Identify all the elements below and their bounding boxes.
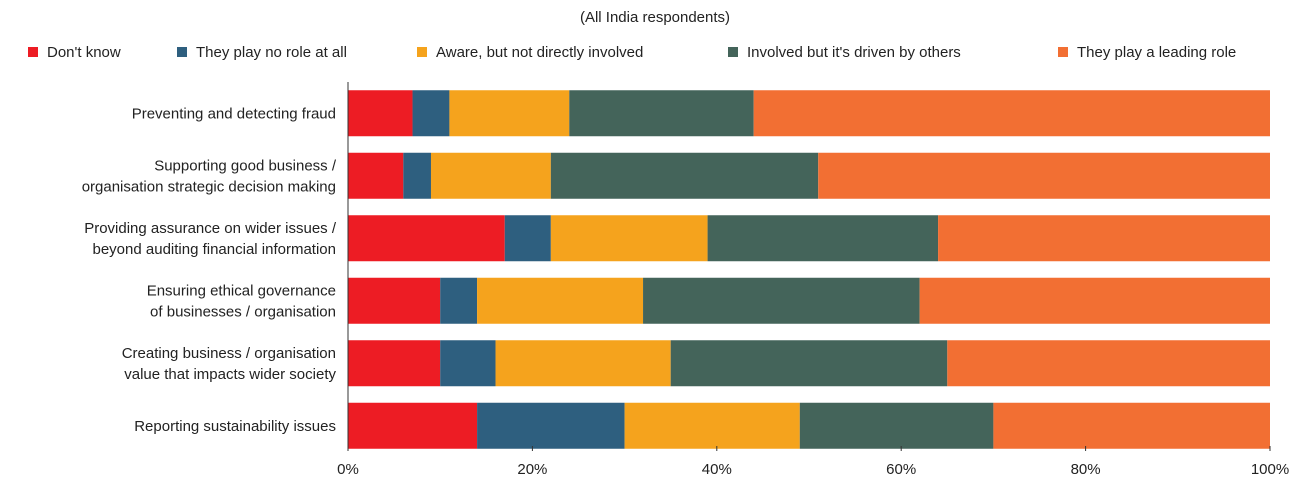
category-label: beyond auditing financial information xyxy=(93,241,337,258)
x-tick-label: 80% xyxy=(1071,461,1101,478)
bar-segment xyxy=(938,215,1270,262)
legend-label-3: Involved but it's driven by others xyxy=(747,44,961,61)
legend: Don't know They play no role at all Aware,… xyxy=(28,44,1236,61)
category-label: organisation strategic decision making xyxy=(82,178,336,195)
bar-segment xyxy=(643,277,920,324)
bar-segment xyxy=(477,277,644,324)
bar-segment xyxy=(993,402,1270,449)
bars xyxy=(348,90,1270,449)
category-label: Creating business / organisation xyxy=(122,345,336,362)
category-labels: Preventing and detecting fraud Supporting… xyxy=(82,105,337,435)
category-label: value that impacts wider society xyxy=(124,366,336,383)
category-label: Providing assurance on wider issues / xyxy=(84,220,337,237)
bar-segment xyxy=(348,215,505,262)
bar-segment xyxy=(818,152,1270,199)
x-tick-label: 100% xyxy=(1251,461,1289,478)
bar-segment xyxy=(753,90,1270,137)
legend-swatch-0 xyxy=(28,47,38,57)
category-label: Supporting good business / xyxy=(154,157,337,174)
x-tick-label: 20% xyxy=(517,461,547,478)
bar-segment xyxy=(403,152,431,199)
category-label: Preventing and detecting fraud xyxy=(132,105,336,122)
bar-segment xyxy=(348,340,441,387)
bar-segment xyxy=(624,402,800,449)
bar-segment xyxy=(550,152,819,199)
x-tick-label: 0% xyxy=(337,461,359,478)
bar-segment xyxy=(919,277,1270,324)
bar-segment xyxy=(412,90,450,137)
category-label: Ensuring ethical governance xyxy=(147,282,336,299)
bar-segment xyxy=(569,90,754,137)
bar-segment xyxy=(477,402,625,449)
bar-segment xyxy=(440,340,496,387)
bar-segment xyxy=(799,402,994,449)
bar-segment xyxy=(348,90,413,137)
x-tick-label: 60% xyxy=(886,461,916,478)
legend-swatch-3 xyxy=(728,47,738,57)
bar-segment xyxy=(947,340,1270,387)
category-label: of businesses / organisation xyxy=(150,303,336,320)
legend-label-4: They play a leading role xyxy=(1077,44,1236,61)
bar-segment xyxy=(348,402,478,449)
bar-segment xyxy=(670,340,948,387)
bar-segment xyxy=(348,277,441,324)
bar-segment xyxy=(449,90,570,137)
bar-segment xyxy=(707,215,939,262)
bar-segment xyxy=(440,277,478,324)
legend-label-1: They play no role at all xyxy=(196,44,347,61)
bar-segment xyxy=(495,340,671,387)
x-tick-label: 40% xyxy=(702,461,732,478)
legend-swatch-2 xyxy=(417,47,427,57)
bar-segment xyxy=(348,152,404,199)
legend-swatch-4 xyxy=(1058,47,1068,57)
legend-label-2: Aware, but not directly involved xyxy=(436,44,643,61)
x-axis-ticks: 0% 20% 40% 60% 80% 100% xyxy=(337,446,1289,478)
legend-swatch-1 xyxy=(177,47,187,57)
bar-segment xyxy=(504,215,551,262)
bar-segment xyxy=(550,215,708,262)
category-label: Reporting sustainability issues xyxy=(134,418,336,435)
bar-segment xyxy=(430,152,551,199)
legend-label-0: Don't know xyxy=(47,44,121,61)
chart-subtitle: (All India respondents) xyxy=(580,9,730,26)
